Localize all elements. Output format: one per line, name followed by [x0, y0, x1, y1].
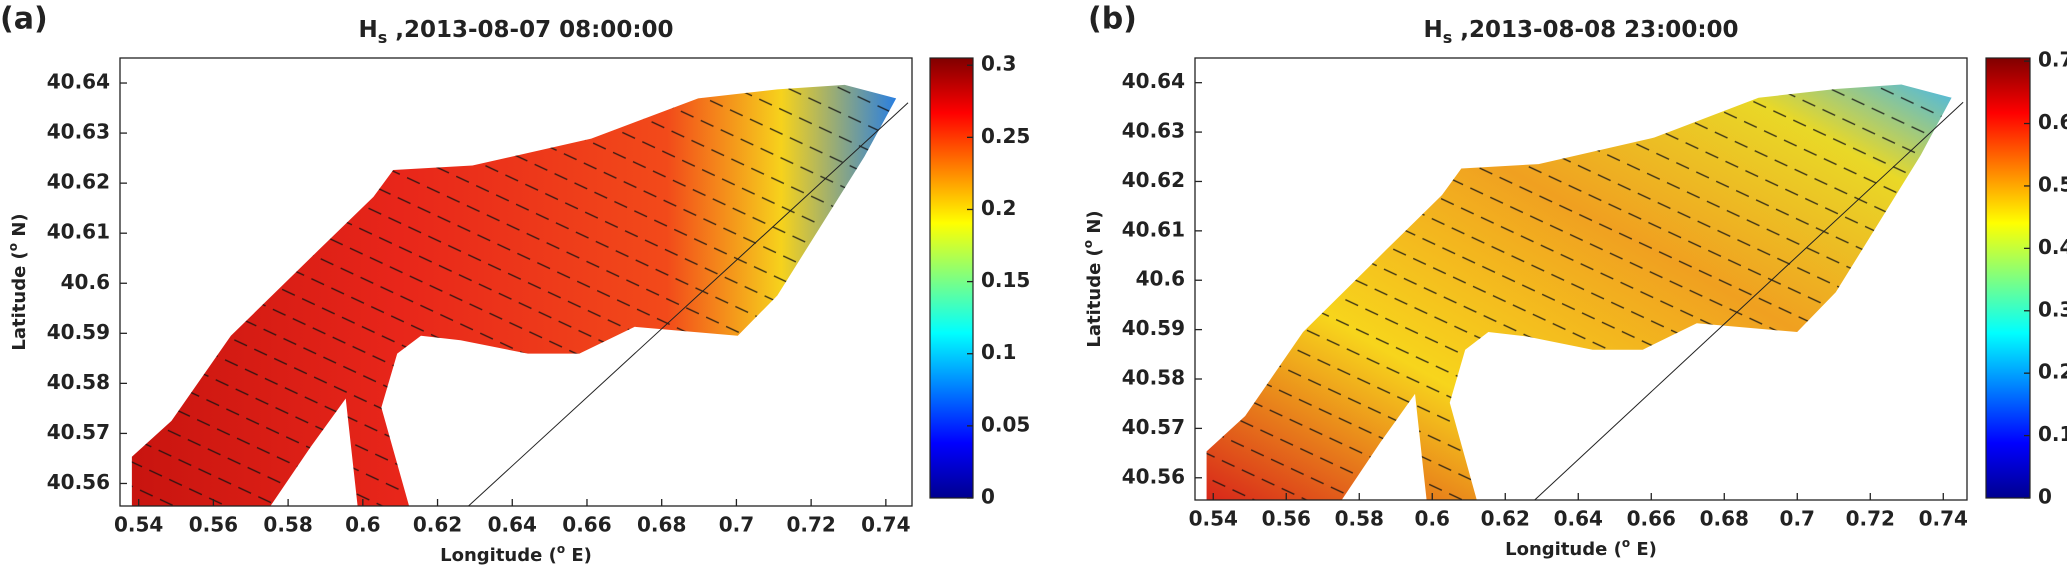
x-tick-label: 0.72: [1846, 507, 1895, 531]
title-rest: ,2013-08-07 08:00:00: [387, 17, 673, 43]
x-tick-label: 0.7: [719, 513, 754, 537]
coastline: [1534, 101, 1964, 501]
chart-title: Hs ,2013-08-08 23:00:00: [1423, 17, 1738, 47]
colorbar-tick-label: 0.6: [2038, 110, 2067, 134]
x-tick-label: 0.64: [488, 513, 537, 537]
title-rest: ,2013-08-08 23:00:00: [1452, 17, 1738, 43]
x-label-part: Longitude (: [1505, 539, 1622, 560]
y-tick-label: 40.58: [47, 370, 110, 394]
colorbar: [1985, 57, 2031, 499]
y-tick-label: 40.6: [1136, 267, 1185, 291]
title-main: H: [1423, 17, 1442, 43]
x-tick-label: 0.56: [189, 513, 238, 537]
y-tick-label: 40.62: [47, 170, 110, 194]
y-tick-label: 40.64: [47, 70, 110, 94]
y-tick-label: 40.58: [1122, 366, 1185, 390]
x-tick-label: 0.58: [263, 513, 312, 537]
x-tick-label: 0.68: [637, 513, 686, 537]
colorbar: [929, 57, 974, 499]
x-tick-label: 0.6: [1415, 507, 1450, 531]
panel-label: (b): [1088, 2, 1137, 37]
x-tick-label: 0.54: [1189, 507, 1238, 531]
x-tick-label: 0.74: [1919, 507, 1968, 531]
colorbar-tick-label: 0.15: [981, 268, 1030, 292]
y-label-part: o: [6, 243, 20, 251]
y-tick-label: 40.62: [1122, 168, 1185, 192]
y-tick-label: 40.57: [47, 420, 110, 444]
plot-frame: [119, 57, 913, 507]
colorbar-tick-label: 0.25: [981, 124, 1030, 148]
y-tick-label: 40.59: [47, 320, 110, 344]
colorbar-tick-label: 0.05: [981, 412, 1030, 436]
y-label-part: Latitude (: [9, 251, 30, 350]
x-label-part: o: [1622, 536, 1630, 550]
colorbar-tick-label: 0: [981, 485, 995, 509]
colorbar-tick-label: 0.4: [2038, 235, 2067, 259]
title-sub: s: [378, 28, 388, 47]
panel-label: (a): [0, 2, 48, 37]
x-label-part: E): [565, 545, 592, 566]
x-tick-label: 0.62: [1481, 507, 1530, 531]
y-tick-label: 40.64: [1122, 69, 1185, 93]
coastline: [468, 102, 909, 507]
colorbar-tick-label: 0: [2038, 485, 2052, 509]
y-label-part: o: [1081, 240, 1095, 248]
y-tick-label: 40.6: [61, 270, 110, 294]
x-tick-label: 0.66: [562, 513, 611, 537]
x-tick-label: 0.6: [345, 513, 380, 537]
y-tick-label: 40.61: [47, 220, 110, 244]
x-tick-label: 0.58: [1335, 507, 1384, 531]
colorbar-tick-label: 0.7: [2038, 48, 2067, 72]
y-tick-label: 40.63: [1122, 119, 1185, 143]
colorbar-tick-label: 0.5: [2038, 172, 2067, 196]
plot-frame: [1194, 57, 1968, 501]
chart-title: Hs ,2013-08-07 08:00:00: [358, 17, 673, 47]
velocity-arrows: [131, 84, 897, 506]
y-axis-label: Latitude (o N): [1081, 210, 1106, 347]
colorbar-tick-label: 0.1: [2038, 422, 2067, 446]
colorbar-tick-label: 0.2: [2038, 360, 2067, 384]
x-tick-label: 0.72: [786, 513, 835, 537]
x-tick-label: 0.56: [1262, 507, 1311, 531]
x-axis-label: Longitude (o E): [440, 542, 592, 567]
y-tick-label: 40.61: [1122, 217, 1185, 241]
x-axis-label: Longitude (o E): [1505, 536, 1657, 561]
velocity-arrows: [1206, 84, 1952, 501]
x-label-part: Longitude (: [440, 545, 557, 566]
x-tick-label: 0.74: [861, 513, 910, 537]
colorbar-tick-label: 0.2: [981, 196, 1016, 220]
y-tick-label: 40.59: [1122, 316, 1185, 340]
title-sub: s: [1443, 28, 1453, 47]
x-tick-label: 0.54: [114, 513, 163, 537]
y-label-part: N): [1084, 210, 1105, 240]
y-tick-label: 40.57: [1122, 415, 1185, 439]
x-label-part: E): [1630, 539, 1657, 560]
colorbar-tick-label: 0.3: [981, 52, 1016, 76]
y-tick-label: 40.56: [47, 470, 110, 494]
title-main: H: [358, 17, 377, 43]
x-tick-label: 0.68: [1700, 507, 1749, 531]
y-label-part: N): [9, 213, 30, 243]
colorbar-tick-label: 0.3: [2038, 297, 2067, 321]
x-tick-label: 0.7: [1780, 507, 1815, 531]
x-tick-label: 0.62: [413, 513, 462, 537]
y-label-part: Latitude (: [1084, 248, 1105, 347]
x-tick-label: 0.64: [1554, 507, 1603, 531]
y-tick-label: 40.63: [47, 120, 110, 144]
y-axis-label: Latitude (o N): [6, 213, 31, 350]
x-label-part: o: [557, 542, 565, 556]
x-tick-label: 0.66: [1627, 507, 1676, 531]
y-tick-label: 40.56: [1122, 464, 1185, 488]
colorbar-tick-label: 0.1: [981, 340, 1016, 364]
